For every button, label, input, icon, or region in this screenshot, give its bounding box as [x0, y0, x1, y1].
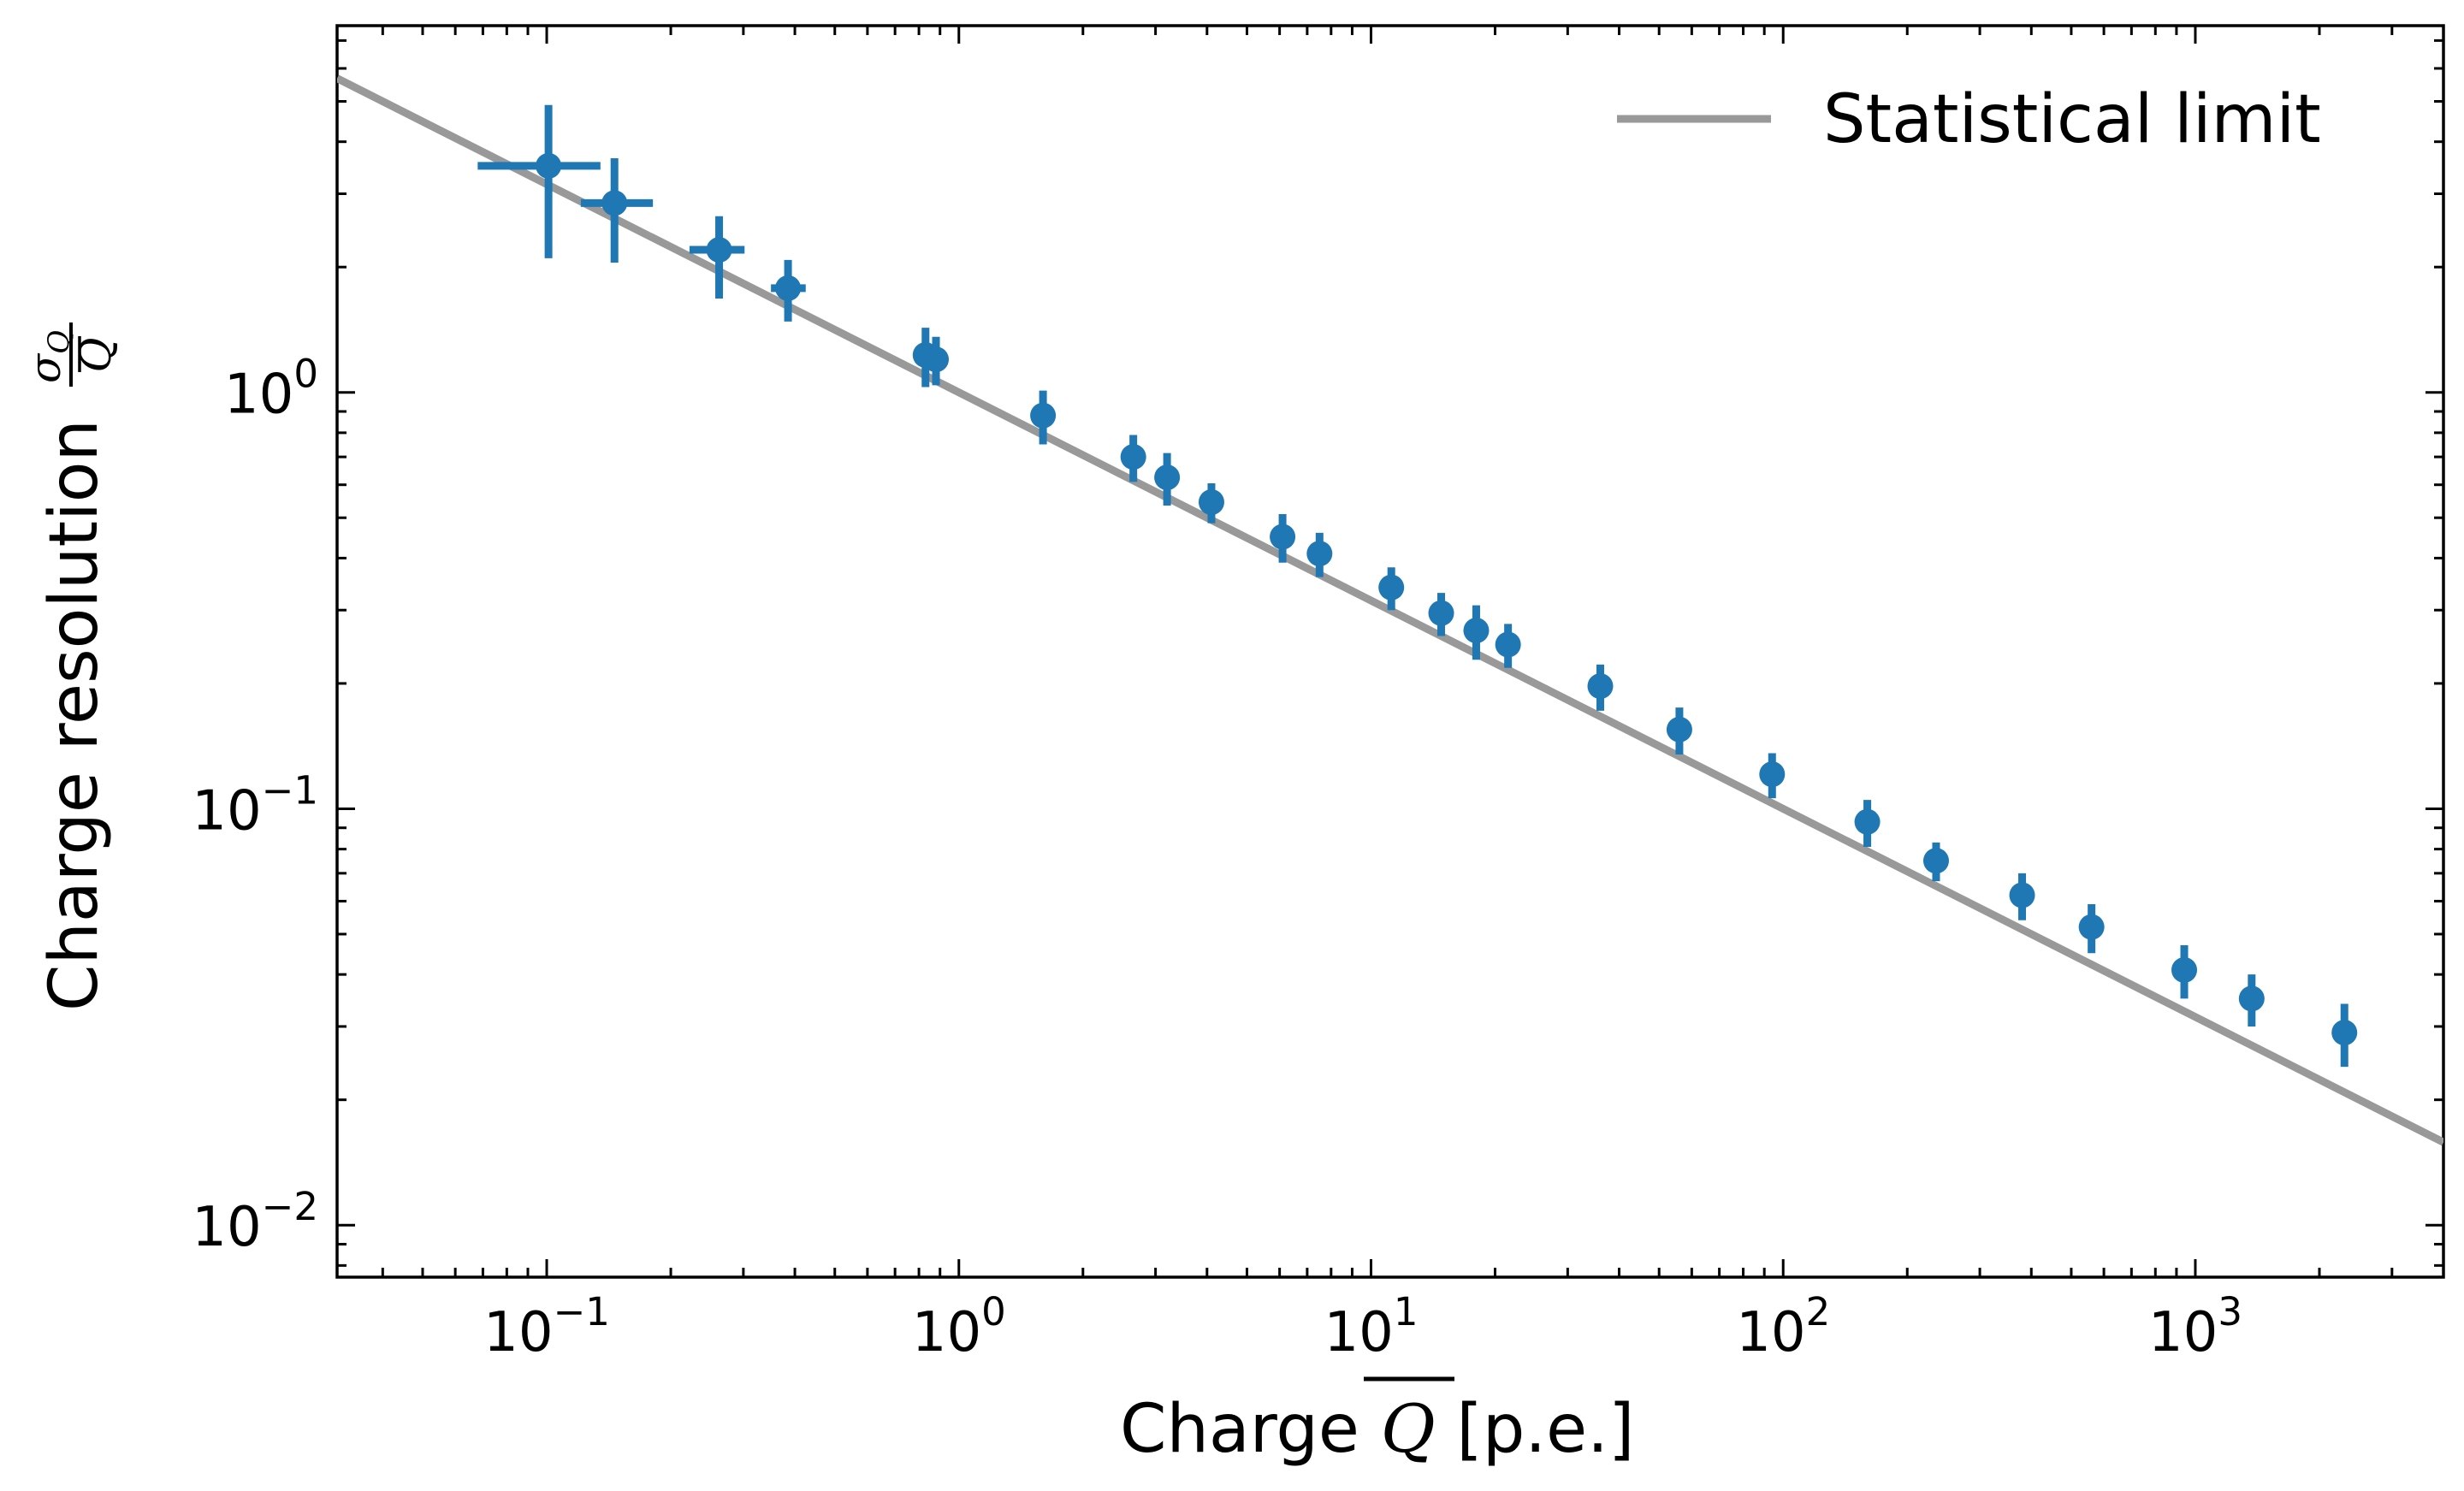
data-point [1495, 624, 1521, 668]
y-tick-labels: 10−2 10−1 100 [192, 352, 318, 1259]
data-point [1587, 664, 1614, 711]
plot-area [335, 24, 2445, 1279]
x-tick-label: 102 [1736, 1289, 1830, 1364]
x-axis-label-prefix: Charge [1120, 1391, 1381, 1468]
legend: Statistical limit [1617, 81, 2321, 158]
y-tick-label: 100 [224, 352, 318, 427]
data-marker [1587, 673, 1614, 700]
data-marker [1922, 848, 1949, 874]
legend-label-statistical-limit: Statistical limit [1823, 81, 2321, 158]
data-marker [601, 190, 628, 216]
data-marker [775, 275, 802, 301]
data-point [923, 336, 950, 386]
data-marker [1030, 402, 1057, 429]
data-marker [1854, 808, 1881, 835]
data-point [1922, 842, 1949, 882]
statistical-limit-line [337, 74, 2443, 1146]
y-tick-label: 10−2 [192, 1184, 318, 1259]
y-axis-label: Charge resolution σQ Q [21, 322, 121, 1011]
data-point [477, 104, 601, 258]
data-marker [1666, 716, 1692, 743]
data-marker [1306, 541, 1333, 567]
data-point [2171, 945, 2198, 999]
data-point [2009, 873, 2035, 920]
data-point [580, 158, 654, 263]
data-point [1270, 514, 1296, 563]
y-axis-label-prefix: Charge resolution [36, 419, 113, 1011]
x-tick-labels: 10−1 100 101 102 103 [483, 1289, 2242, 1364]
data-marker [2009, 882, 2035, 908]
data-marker [1495, 631, 1521, 658]
x-tick-label: 100 [912, 1289, 1006, 1364]
data-point [2078, 903, 2105, 954]
data-marker [2331, 1020, 2358, 1046]
data-point [1378, 567, 1405, 611]
data-marker [1428, 600, 1454, 626]
data-marker [1120, 444, 1146, 470]
axis-ticks [337, 26, 2445, 1277]
data-point [1759, 753, 1786, 799]
data-point [1306, 532, 1333, 577]
x-tick-label: 103 [2148, 1289, 2242, 1364]
data-point [2331, 1003, 2358, 1068]
x-axis-label-symbol: Q [1381, 1391, 1436, 1468]
data-marker [1378, 574, 1405, 601]
data-marker [536, 152, 562, 179]
data-point [1120, 435, 1146, 482]
data-point [1030, 390, 1057, 445]
data-point [689, 216, 745, 299]
data-points [477, 104, 2358, 1068]
data-marker [1759, 761, 1786, 788]
data-point [2238, 974, 2265, 1027]
data-point [1463, 605, 1490, 660]
data-marker [1154, 464, 1181, 491]
data-marker [2171, 956, 2198, 983]
data-point [1154, 453, 1181, 506]
svg-text:Charge Q [p.e.]: Charge Q [p.e.] [1120, 1391, 1634, 1468]
data-marker [706, 237, 732, 263]
data-point [1666, 707, 1692, 755]
data-point [1854, 800, 1881, 847]
x-tick-label: 101 [1324, 1289, 1418, 1364]
data-marker [2238, 985, 2265, 1012]
x-tick-label: 10−1 [483, 1289, 610, 1364]
x-axis-label: Charge Q [p.e.] [1120, 1376, 1634, 1468]
data-point [1428, 593, 1454, 636]
data-point [1198, 482, 1224, 524]
data-marker [1463, 618, 1490, 644]
data-point [771, 259, 806, 322]
x-axis-label-suffix: [p.e.] [1436, 1391, 1635, 1468]
y-tick-label: 10−1 [192, 767, 318, 843]
data-marker [1198, 489, 1224, 516]
data-marker [923, 346, 950, 373]
data-marker [1270, 524, 1296, 550]
data-marker [2078, 914, 2105, 940]
